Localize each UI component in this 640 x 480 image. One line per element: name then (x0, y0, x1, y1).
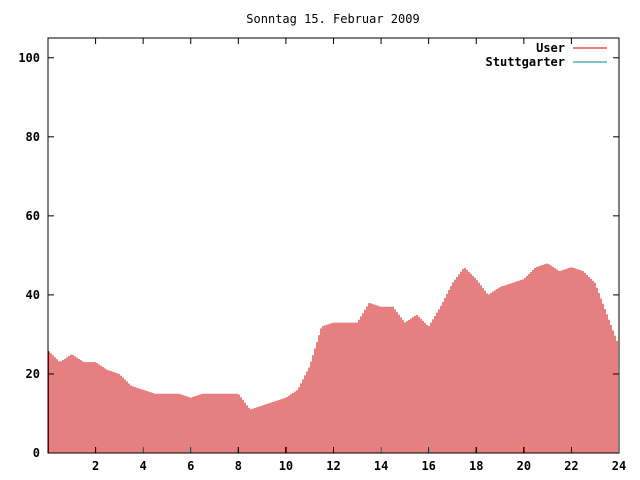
y-tick-label: 80 (26, 130, 40, 144)
x-tick-label: 2 (92, 459, 99, 473)
y-tick-label: 20 (26, 367, 40, 381)
y-tick-label: 100 (18, 51, 40, 65)
y-tick-labels: 0 20 40 60 80 100 (18, 51, 40, 460)
x-tick-label: 18 (469, 459, 483, 473)
x-tick-label: 10 (279, 459, 293, 473)
x-tick-label: 6 (187, 459, 194, 473)
legend-label: Stuttgarter (486, 55, 565, 69)
chart-title: Sonntag 15. Februar 2009 (246, 12, 419, 26)
x-tick-label: 8 (235, 459, 242, 473)
legend-label: User (536, 41, 565, 55)
x-tick-labels: 2 4 6 8 10 12 14 16 18 20 22 24 (92, 459, 626, 473)
x-tick-label: 20 (517, 459, 531, 473)
x-tick-label: 16 (421, 459, 435, 473)
y-tick-label: 60 (26, 209, 40, 223)
x-tick-label: 24 (612, 459, 626, 473)
x-tick-label: 14 (374, 459, 388, 473)
axis-ticks (48, 38, 620, 454)
x-tick-label: 4 (140, 459, 147, 473)
y-tick-label: 40 (26, 288, 40, 302)
y-tick-label: 0 (33, 446, 40, 460)
x-tick-label: 22 (564, 459, 578, 473)
x-tick-label: 12 (326, 459, 340, 473)
user-series-bars (48, 263, 620, 453)
